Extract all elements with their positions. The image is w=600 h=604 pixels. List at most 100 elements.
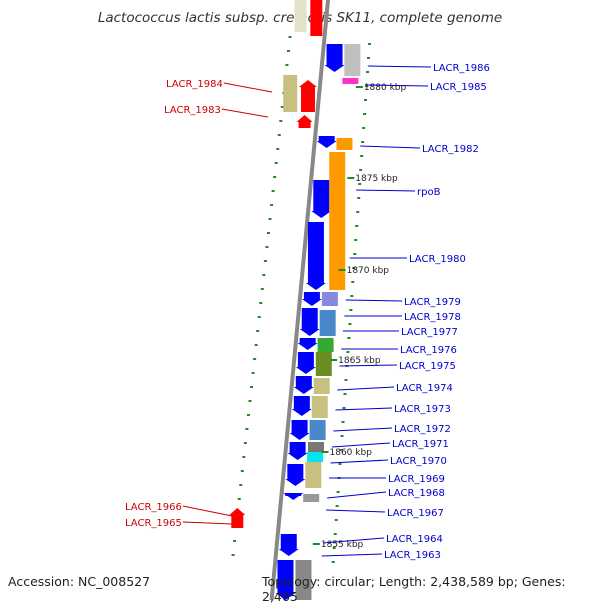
gene-label: LACR_1973 [394,404,451,415]
label-leader [321,553,383,557]
gene-label: LACR_1963 [384,550,441,561]
gene-label: LACR_1966 [125,502,182,513]
cds-minus-arrow [229,508,246,515]
cds-plus [289,442,306,453]
cds-minus [283,75,298,112]
label-leader [223,82,273,93]
gc-tick [361,141,365,143]
label-leader [330,459,389,464]
gc-tick [254,344,258,346]
gene-label: LACR_1968 [388,488,445,499]
gc-tick [351,281,355,283]
gc-tick [334,519,338,521]
label-leader [335,407,393,411]
label-leader [182,521,233,525]
cds-minus [231,514,244,528]
gc-tick [349,309,353,311]
gene-label: LACR_1979 [404,297,461,308]
cds-plus [297,352,314,367]
gc-tick [273,176,277,178]
gene-label: LACR_1976 [400,345,457,356]
scale-label: 1880 kbp [364,83,407,93]
cds-plus-colored [309,420,326,440]
gc-tick [366,71,370,73]
gene-label: LACR_1975 [399,361,456,372]
cds-minus-arrow [298,80,317,87]
cds-plus-colored [295,560,312,600]
cds-plus-arrow [316,141,337,148]
gc-tick [333,533,337,535]
cds-minus [298,121,311,128]
gc-tick [364,99,368,101]
gene-label: LACR_1978 [404,312,461,323]
cds-plus-arrow [283,493,304,500]
gc-tick [338,463,342,465]
label-leader [337,386,395,391]
cds-plus-colored [317,338,334,352]
gc-tick [257,316,261,318]
gc-tick [288,36,292,38]
cds-plus [295,376,312,387]
gc-tick [279,120,283,122]
gc-tick [363,113,367,115]
label-leader [360,145,421,149]
gene-label: LACR_1986 [433,63,490,74]
gc-tick [343,393,347,395]
gene-label: LACR_1964 [386,534,443,545]
gc-tick [335,505,339,507]
gc-tick [339,449,343,451]
scale-label: 1860 kbp [330,448,373,458]
gc-tick [352,267,356,269]
cds-plus-colored [336,138,353,150]
cds-plus-colored [344,44,361,76]
cds-plus-colored [321,292,338,306]
label-leader [221,108,269,118]
cds-plus-arrow [301,299,322,306]
cds-plus-colored [305,462,322,488]
gene-label: LACR_1972 [394,424,451,435]
scale-label: 1865 kbp [338,356,381,366]
gene-label: rpoB [417,187,441,198]
cds-plus [313,180,330,211]
gene-label: LACR_1969 [388,474,445,485]
gc-tick [353,253,357,255]
cds-plus-colored [319,310,336,336]
gc-tick [350,295,354,297]
gc-tick [263,260,267,262]
cds-plus [299,338,316,343]
gc-tick [344,379,348,381]
gc-tick [250,386,254,388]
gc-tick [355,225,359,227]
label-leader [322,537,385,544]
gc-tick [354,239,358,241]
cds-plus [291,420,308,433]
gc-tick [260,288,264,290]
cds-plus-arrow [289,433,310,440]
cds-plus-colored [303,494,320,502]
cds-minus [300,86,315,112]
backbone-line [269,0,330,600]
gene-label: LACR_1970 [390,456,447,467]
accession-text: Accession: NC_008527 [8,574,151,589]
gc-tick [277,134,281,136]
gc-tick [266,232,270,234]
gene-label: LACR_1977 [401,327,458,338]
cds-plus-arrow [297,343,318,350]
label-leader [367,65,432,68]
cds-plus-arrow [287,453,308,460]
gc-tick [243,442,247,444]
cds-plus-arrow [293,387,314,394]
gene-label: LACR_1980 [409,254,466,265]
gc-tick [331,561,335,563]
gc-tick [342,407,346,409]
cds-minus [294,0,307,32]
gc-tick [237,498,241,500]
gc-tick [362,127,366,129]
gc-tick [239,484,243,486]
cds-plus [277,560,294,593]
label-leader [345,299,403,302]
cds-plus [326,44,343,65]
cds-plus-colored [307,452,324,462]
scale-label: 1875 kbp [355,174,398,184]
